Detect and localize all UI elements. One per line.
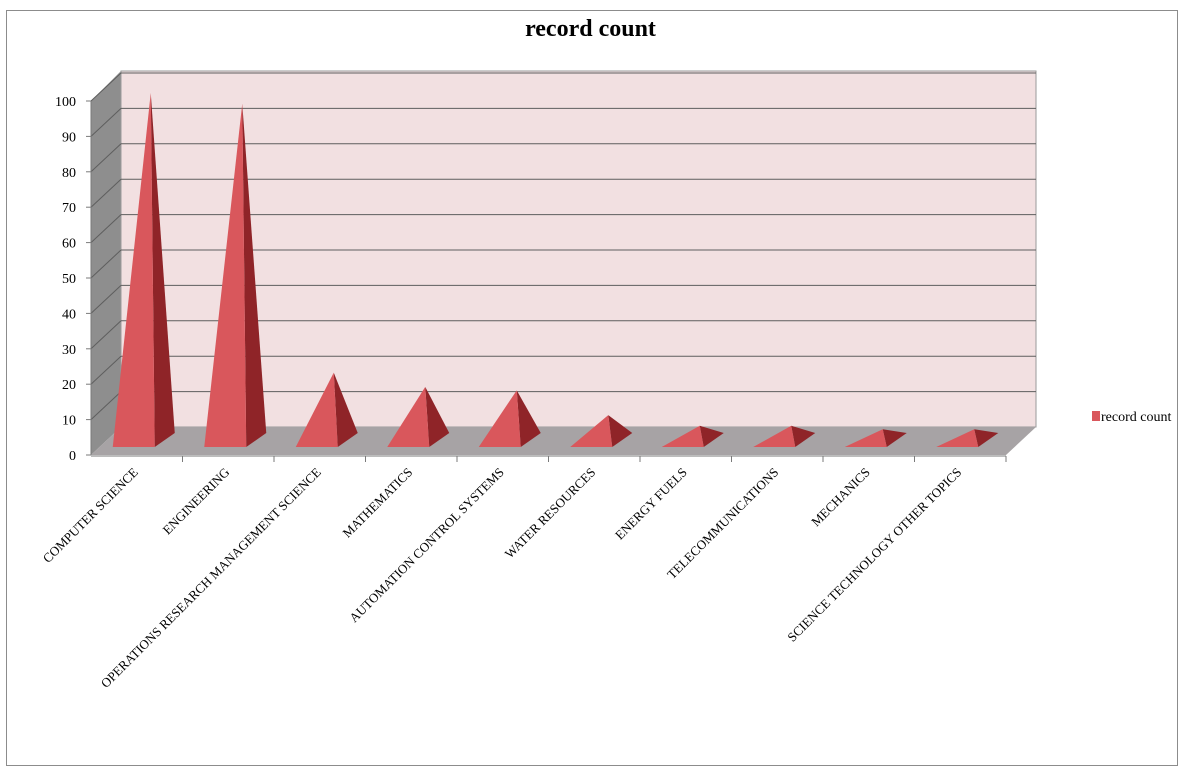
bar-front (387, 386, 430, 447)
x-tick-label: MATHEMATICS (339, 465, 415, 541)
chart-title: record count (525, 16, 656, 42)
y-tick-label: 40 (62, 307, 76, 322)
legend: record count (1092, 410, 1171, 425)
bar-front (753, 425, 796, 447)
x-tick-label: AUTOMATION CONTROL SYSTEMS (346, 465, 507, 626)
gridlines (90, 72, 1036, 420)
gridline-side (90, 214, 122, 243)
bar-side (974, 429, 999, 447)
bar-front (844, 429, 887, 447)
bar-front (570, 415, 613, 447)
bar-side (242, 103, 267, 448)
bar-side (333, 372, 358, 447)
y-tick-label: 20 (62, 378, 76, 393)
bar (478, 390, 541, 447)
gridline-side (90, 391, 122, 420)
y-tick-label: 0 (69, 449, 76, 464)
y-tick-label: 90 (62, 130, 76, 145)
x-tick-label: SCIENCE TECHNOLOGY OTHER TOPICS (784, 465, 964, 645)
bar-front (295, 372, 338, 447)
bar-front (112, 93, 155, 447)
gridline-side (90, 355, 122, 385)
y-tick-label: 60 (62, 237, 76, 252)
bar-side (608, 415, 633, 447)
y-tick-label: 100 (55, 95, 76, 110)
bar-front (661, 425, 704, 447)
bar (661, 425, 724, 447)
x-tick-label: COMPUTER SCIENCE (40, 464, 141, 565)
gridline-side (90, 72, 122, 102)
back-wall (120, 70, 1037, 428)
bar (844, 429, 907, 447)
bar-side (425, 386, 450, 447)
bar (936, 429, 999, 447)
side-wall (91, 71, 121, 455)
x-tick-label: MECHANICS (808, 465, 873, 530)
y-tick-label: 10 (62, 414, 76, 429)
bar-front (478, 390, 521, 447)
bars (112, 93, 999, 448)
x-tick-label: OPERATIONS RESEARCH MANAGEMENT SCIENCE (98, 464, 324, 690)
legend-label: record count (1101, 410, 1171, 425)
x-tick-label: WATER RESOURCES (502, 465, 599, 562)
bar (204, 103, 267, 448)
bar-side (791, 425, 816, 447)
bar (570, 415, 633, 447)
x-tick-label: ENERGY FUELS (612, 465, 690, 543)
bar (387, 386, 450, 447)
bar-front (936, 429, 979, 447)
y-tick-label: 80 (62, 166, 76, 181)
y-tick-label: 50 (62, 272, 76, 287)
bar-side (150, 93, 175, 447)
gridline-side (90, 249, 122, 279)
bar (295, 372, 358, 447)
bar (753, 425, 816, 447)
bar-front (204, 103, 247, 448)
y-tick-label: 30 (62, 343, 76, 358)
gridline-side (90, 178, 122, 208)
bar-side (699, 425, 724, 447)
y-tick-labels: 0 10 20 30 40 50 60 70 80 90 100 (55, 95, 91, 464)
x-tick-label: ENGINEERING (159, 465, 232, 538)
bar-side (516, 390, 541, 447)
bar-side (882, 429, 907, 447)
gridline-side (90, 320, 122, 350)
gridline-side (90, 285, 122, 314)
y-tick-label: 70 (62, 201, 76, 216)
legend-swatch (1092, 411, 1100, 421)
bar (112, 93, 175, 447)
gridline-side (90, 143, 122, 173)
gridline-side (90, 108, 122, 137)
